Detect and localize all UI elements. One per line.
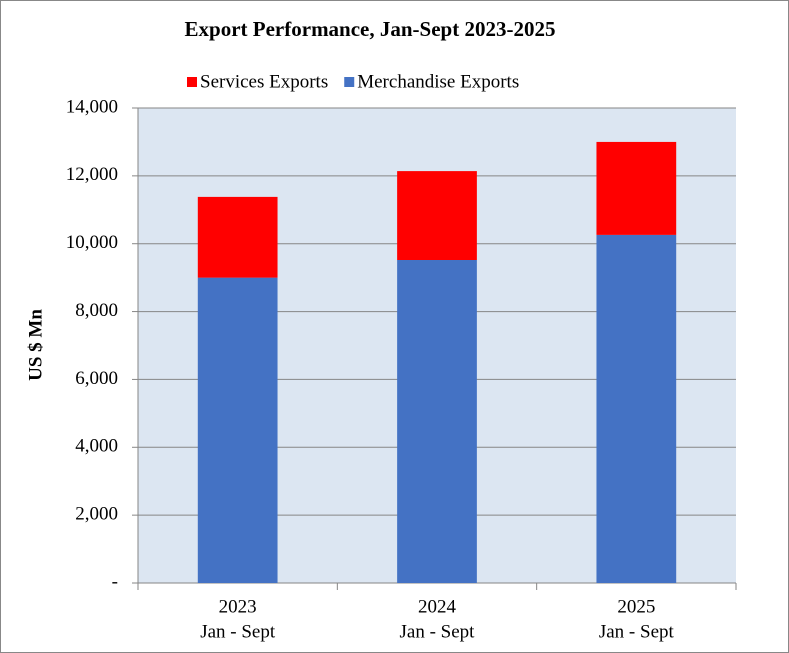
bar-segment bbox=[397, 260, 477, 583]
bar-segment bbox=[596, 234, 677, 583]
legend-label: Merchandise Exports bbox=[357, 71, 519, 92]
y-tick-label: 10,000 bbox=[66, 232, 118, 253]
x-tick-label: Jan - Sept bbox=[400, 621, 476, 642]
y-tick-label: - bbox=[112, 571, 118, 592]
y-tick-label: 4,000 bbox=[75, 436, 118, 457]
y-tick-label: 2,000 bbox=[75, 504, 118, 525]
legend-swatch bbox=[187, 77, 197, 87]
x-tick-label: Jan - Sept bbox=[200, 621, 276, 642]
y-tick-label: 12,000 bbox=[66, 164, 118, 185]
x-tick-label: 2024 bbox=[418, 596, 457, 617]
legend-label: Services Exports bbox=[200, 71, 328, 92]
x-tick-label: 2025 bbox=[617, 596, 655, 617]
x-tick-label: Jan - Sept bbox=[599, 621, 675, 642]
chart-title: Export Performance, Jan-Sept 2023-2025 bbox=[185, 17, 556, 41]
x-tick-label: 2023 bbox=[219, 596, 257, 617]
y-tick-label: 6,000 bbox=[75, 368, 118, 389]
legend-swatch bbox=[344, 77, 355, 87]
bar-segment bbox=[596, 141, 677, 235]
y-axis-label: US $ Mn bbox=[25, 309, 46, 381]
bar-segment bbox=[197, 196, 278, 278]
y-tick-label: 8,000 bbox=[75, 300, 118, 321]
bar-segment bbox=[397, 171, 477, 260]
bar-segment bbox=[197, 277, 278, 583]
y-tick-label: 14,000 bbox=[66, 96, 118, 117]
